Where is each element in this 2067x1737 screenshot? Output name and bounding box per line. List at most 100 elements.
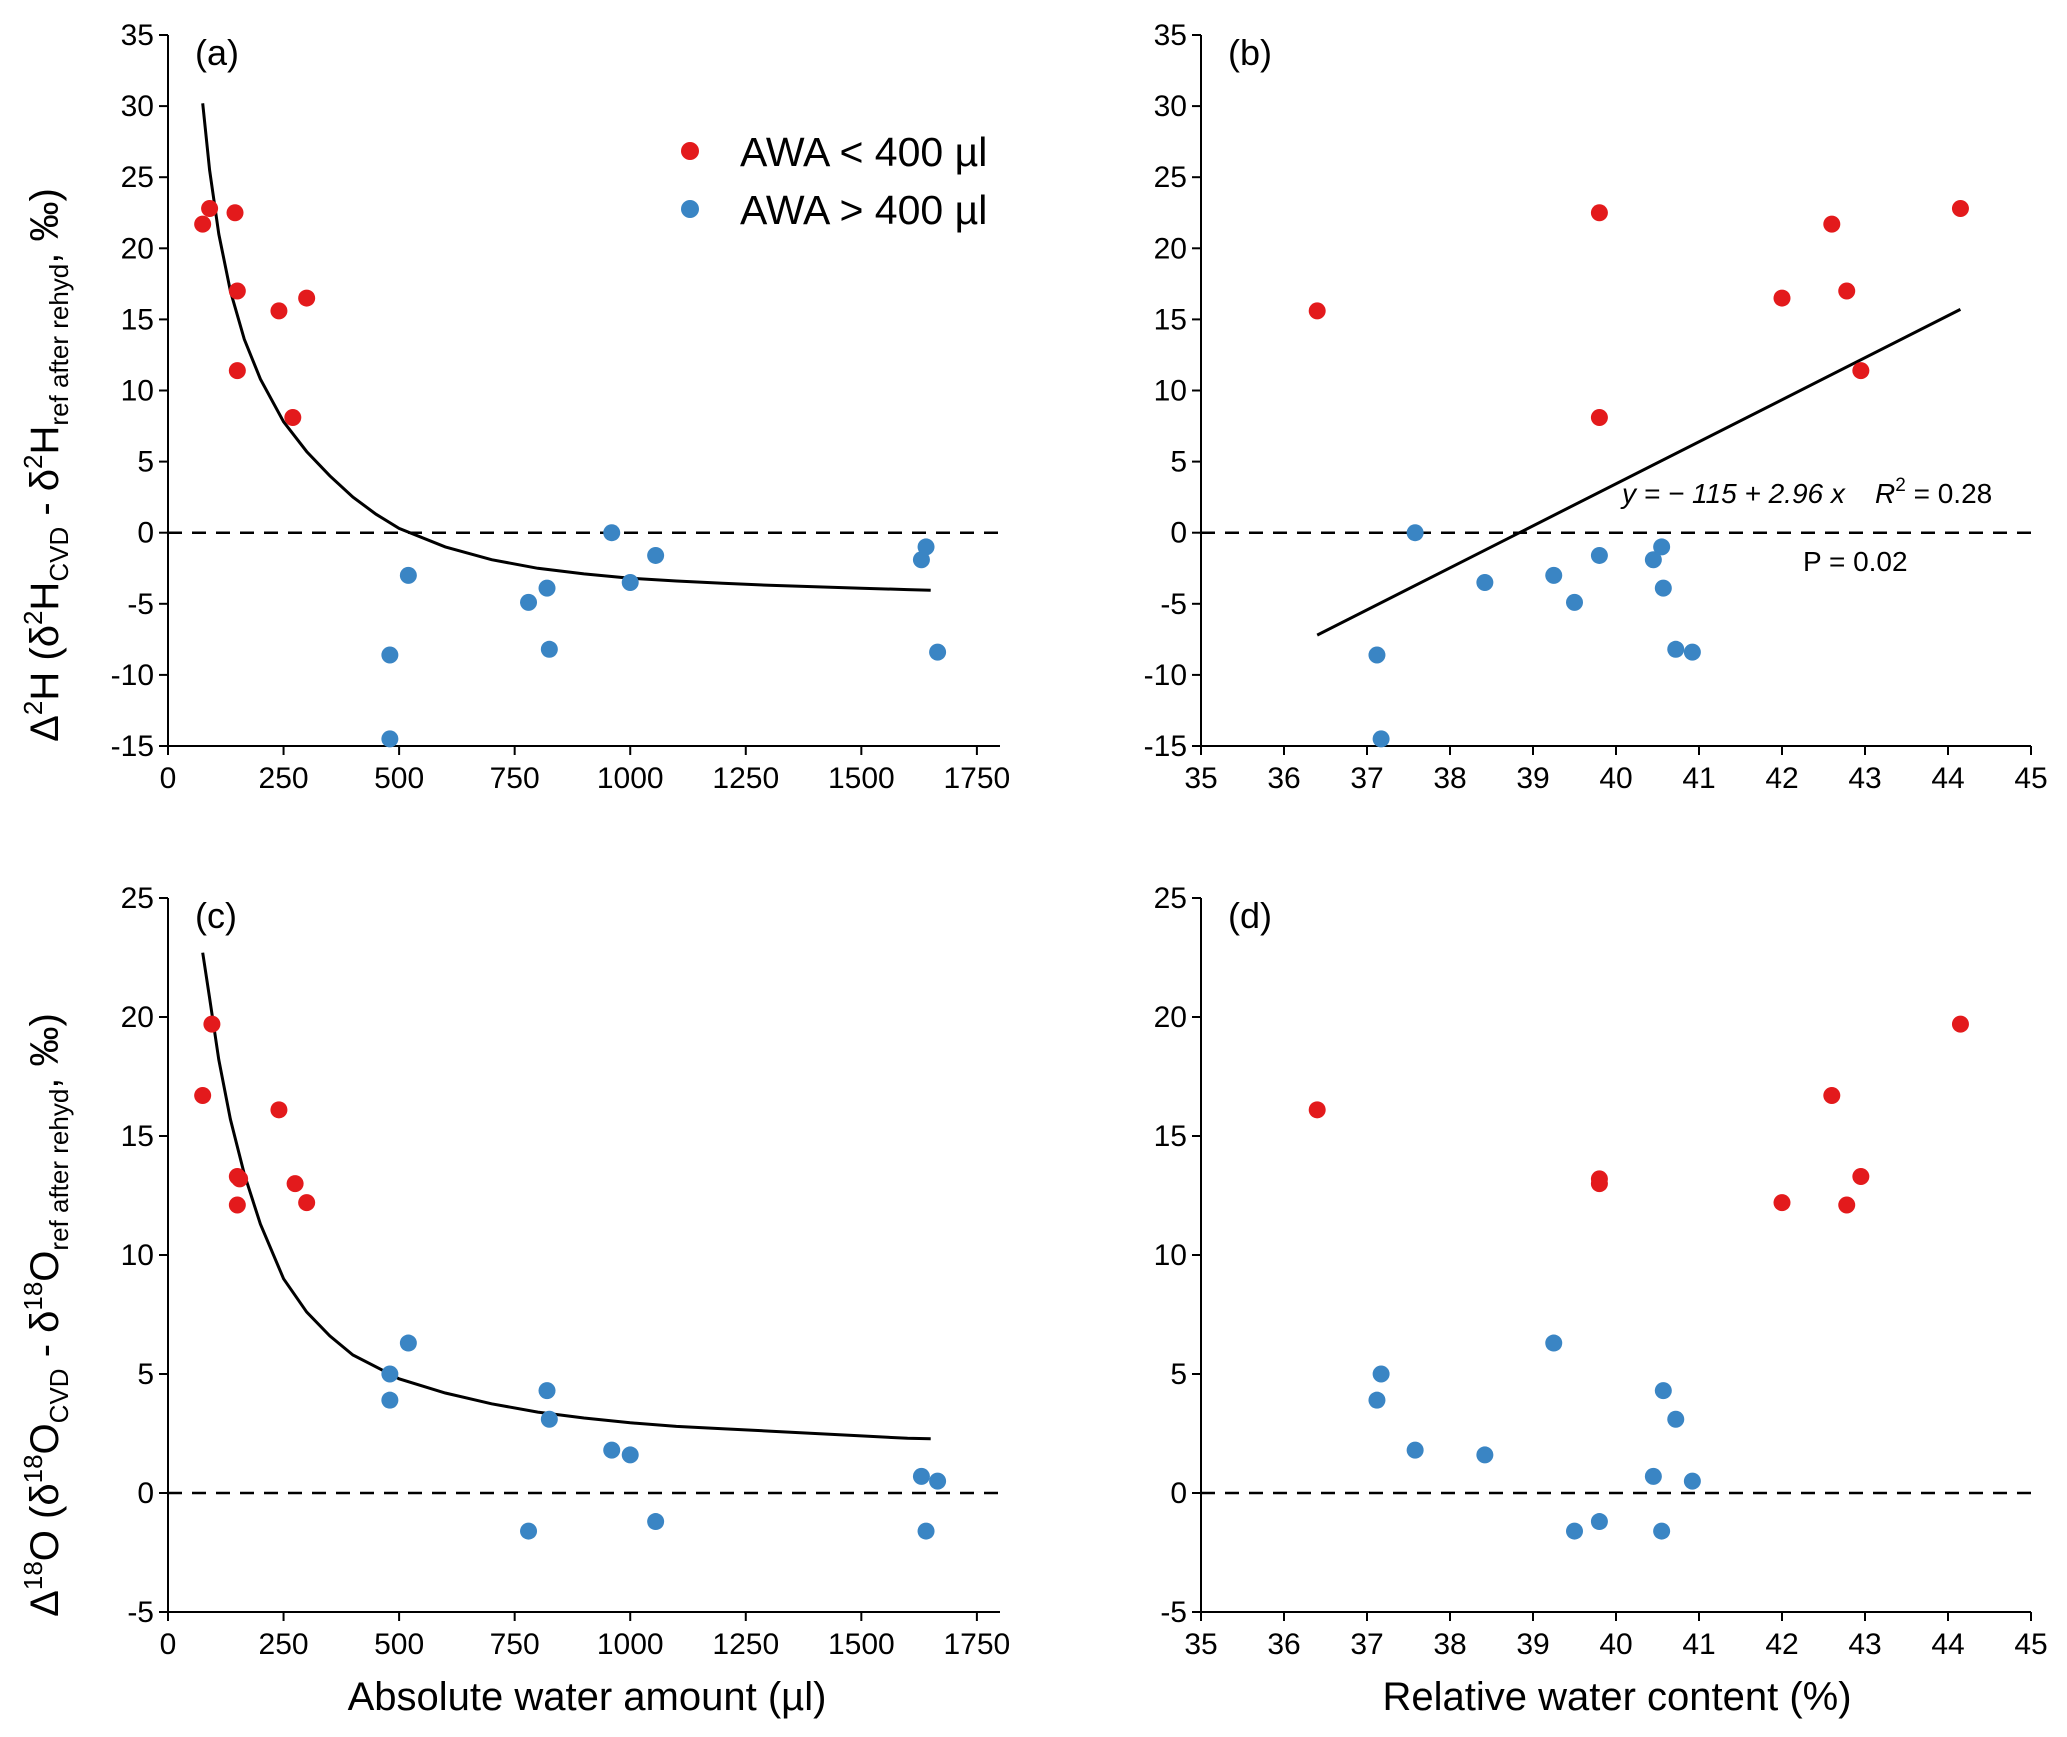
panel-label: (c) <box>195 895 237 936</box>
data-point-awa-high <box>1368 1391 1386 1409</box>
y-tick-label: 20 <box>1154 1001 1187 1034</box>
panel-a: -15 -10 -5 0 5 10 15 20 25 30 35 0 250 500 750 1000 1250… <box>111 19 1011 795</box>
x-tick-label: 1500 <box>828 1628 895 1661</box>
data-point-awa-low <box>228 362 246 380</box>
x-tick-label: 43 <box>1848 762 1881 795</box>
x-tick-label: 1250 <box>712 1628 779 1661</box>
regression-r2: R2 = 0.28 <box>1875 475 1992 509</box>
data-point-awa-low <box>226 204 244 222</box>
y-tick-label: 20 <box>121 1001 154 1034</box>
data-point-awa-high <box>1683 643 1701 661</box>
x-tick-label: 44 <box>1931 762 1964 795</box>
y-bottom-sub1: CVD <box>44 1368 74 1423</box>
data-point-awa-high <box>540 1410 558 1428</box>
y-tick-label: 30 <box>121 90 154 123</box>
data-point-awa-high <box>1476 573 1494 591</box>
x-tick-label: 750 <box>490 762 540 795</box>
x-tick-label: 1000 <box>597 762 664 795</box>
data-point-awa-high <box>381 646 399 664</box>
data-point-awa-high <box>1590 1513 1608 1531</box>
x-tick-label: 41 <box>1682 762 1715 795</box>
data-point-awa-high <box>647 546 665 564</box>
data-point-awa-high <box>1545 566 1563 584</box>
data-point-awa-high <box>929 1472 947 1490</box>
data-point-awa-low <box>1852 1167 1870 1185</box>
y-tick-label: 5 <box>1170 1358 1187 1391</box>
x-tick-label: 37 <box>1350 1628 1383 1661</box>
data-point-awa-high <box>381 1391 399 1409</box>
data-point-awa-high <box>399 1334 417 1352</box>
data-point-awa-high <box>1545 1334 1563 1352</box>
y-tick-label: 30 <box>1154 90 1187 123</box>
data-point-awa-high <box>917 538 935 556</box>
x-tick-label: 45 <box>2014 1628 2047 1661</box>
y-tick-label: 0 <box>137 517 154 550</box>
data-point-awa-high <box>912 551 930 569</box>
y-tick-label: 0 <box>137 1477 154 1510</box>
x-tick-label: 38 <box>1433 1628 1466 1661</box>
x-tick-label: 750 <box>490 1628 540 1661</box>
fit-curve <box>201 103 931 592</box>
data-point-awa-low <box>1773 289 1791 307</box>
data-point-awa-high <box>1644 551 1662 569</box>
data-point-awa-low <box>270 302 288 320</box>
data-point-awa-high <box>1566 593 1583 611</box>
data-point-awa-low <box>284 409 302 427</box>
y-tick-label: 15 <box>121 303 154 336</box>
data-point-awa-high <box>1566 1522 1583 1540</box>
data-point-awa-high <box>1372 1365 1390 1383</box>
y-top-dash: - δ <box>23 469 67 527</box>
data-point-awa-low <box>194 215 212 233</box>
y-top-mid2: H <box>23 426 67 455</box>
y-bottom-sup3: 18 <box>18 1282 48 1311</box>
y-tick-label: -15 <box>111 730 154 763</box>
regression-annotation: y = − 115 + 2.96 x R2 = 0.28 P = 0.02 <box>1620 475 1992 577</box>
data-point-awa-high <box>1476 1446 1494 1464</box>
y-tick-label: -5 <box>1160 588 1187 621</box>
x-tick-label: 35 <box>1184 762 1217 795</box>
x-tick-label: 44 <box>1931 1628 1964 1661</box>
data-point-awa-high <box>381 730 399 748</box>
data-point-awa-low <box>1951 1015 1969 1033</box>
y-tick-label: 5 <box>1170 446 1187 479</box>
x-tick-label: 42 <box>1765 1628 1798 1661</box>
x-tick-label: 43 <box>1848 1628 1881 1661</box>
y-tick-label: -5 <box>127 1596 154 1629</box>
data-point-awa-high <box>520 593 538 611</box>
r2-value: = 0.28 <box>1906 478 1992 509</box>
data-point-awa-low <box>1308 1101 1326 1119</box>
data-point-awa-low <box>1951 199 1969 217</box>
y-tick-label: 5 <box>137 446 154 479</box>
y-top-end: , ‰) <box>23 188 67 264</box>
x-tick-label: 42 <box>1765 762 1798 795</box>
data-point-awa-low <box>286 1175 304 1193</box>
y-bottom-delta: Δ <box>23 1590 67 1617</box>
x-tick-label: 1250 <box>712 762 779 795</box>
data-point-awa-high <box>603 524 621 542</box>
data-point-awa-high <box>1644 1467 1662 1485</box>
y-tick-label: 15 <box>1154 1120 1187 1153</box>
y-tick-label: 25 <box>121 161 154 194</box>
y-tick-label: 0 <box>1170 517 1187 550</box>
panel-label: (a) <box>195 32 239 73</box>
y-tick-label: 15 <box>121 1120 154 1153</box>
panel-d: -5 0 5 10 15 20 25 35 36 37 38 39 40 41 42 43 44 45 (d) <box>1154 882 2048 1661</box>
data-point-awa-high <box>1667 640 1685 658</box>
x-tick-label: 37 <box>1350 762 1383 795</box>
y-top-mid: H <box>23 582 67 611</box>
data-point-awa-low <box>1590 1175 1608 1193</box>
panel-label: (b) <box>1228 32 1272 73</box>
data-point-awa-high <box>1406 1441 1424 1459</box>
x-tick-label: 500 <box>374 762 424 795</box>
data-point-awa-high <box>929 643 947 661</box>
data-point-awa-low <box>231 1170 249 1188</box>
y-bottom-mid: O <box>23 1423 67 1454</box>
data-point-awa-low <box>1590 204 1608 222</box>
data-point-awa-high <box>1683 1472 1701 1490</box>
legend-blue-marker <box>681 200 699 218</box>
data-point-awa-low <box>228 282 246 300</box>
x-tick-label: 1000 <box>597 1628 664 1661</box>
legend-red-label: AWA < 400 µl <box>740 129 987 175</box>
data-point-awa-low <box>1308 302 1326 320</box>
y-top-base: H (δ <box>23 625 67 701</box>
